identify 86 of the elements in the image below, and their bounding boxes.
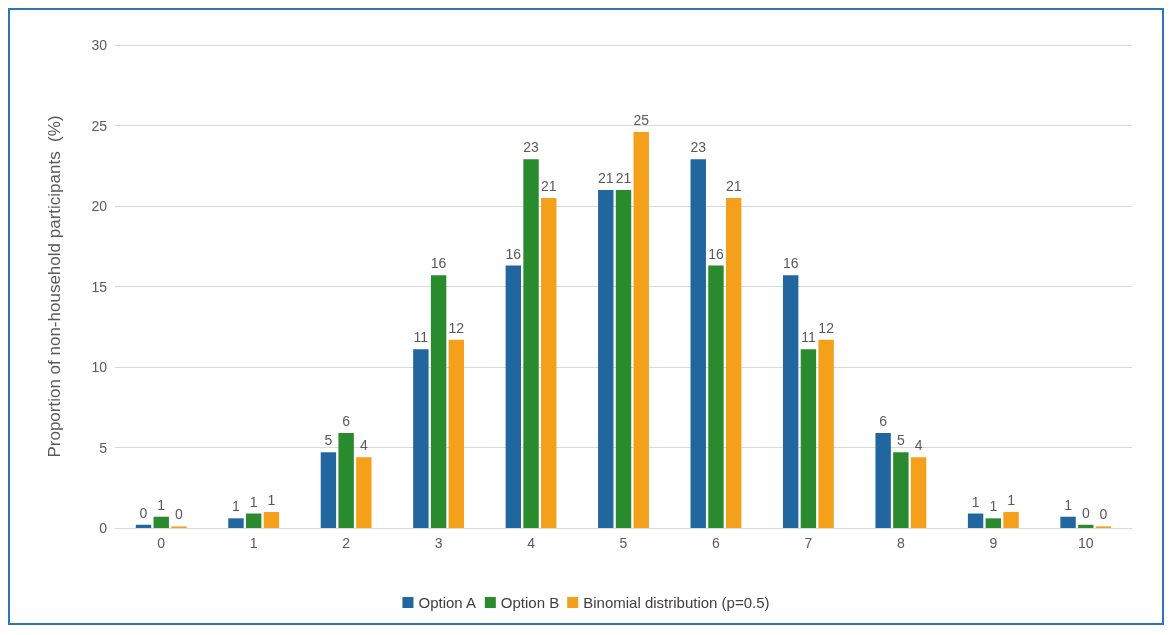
data-label: 1 [267, 491, 276, 508]
data-label: 0 [175, 506, 184, 523]
data-label: 1 [232, 498, 241, 515]
y-tick-label: 15 [91, 278, 108, 295]
bar [320, 452, 337, 528]
bar [153, 516, 169, 528]
data-label: 0 [139, 504, 148, 521]
y-tick-label: 0 [99, 520, 108, 536]
data-label: 1 [1007, 491, 1016, 508]
data-label: 12 [448, 319, 465, 336]
data-label: 23 [523, 139, 540, 156]
bar [1060, 516, 1076, 528]
bar [356, 457, 372, 528]
x-tick-label: 7 [804, 535, 813, 551]
bar [338, 433, 354, 528]
data-label: 25 [633, 111, 650, 128]
data-label: 16 [708, 245, 724, 262]
bar [910, 457, 927, 528]
x-tick-label: 5 [619, 535, 628, 551]
y-tick-label: 25 [91, 117, 108, 134]
data-label: 21 [725, 177, 742, 194]
bar [1003, 511, 1019, 528]
bar [598, 189, 614, 528]
data-label: 21 [540, 177, 557, 194]
data-label: 12 [818, 319, 835, 336]
data-label: 23 [690, 139, 707, 156]
data-label: 16 [505, 245, 522, 262]
bar [523, 159, 539, 528]
data-label: 4 [359, 437, 368, 454]
data-label: 0 [1099, 506, 1108, 523]
data-label: 1 [989, 498, 998, 515]
data-label: 21 [615, 169, 632, 186]
data-label: 16 [430, 255, 447, 272]
legend-label: Binomial distribution (p=0.5) [583, 594, 770, 611]
x-tick-label: 2 [342, 535, 351, 551]
x-tick-label: 3 [434, 535, 443, 551]
y-tick-label: 10 [91, 359, 108, 375]
y-tick-label: 5 [99, 439, 108, 456]
bar [708, 265, 724, 528]
bar [690, 159, 706, 528]
bar [448, 339, 465, 528]
x-tick-label: 0 [157, 535, 166, 551]
bar [967, 513, 984, 528]
x-tick-label: 1 [249, 535, 258, 551]
data-label: 1 [971, 493, 980, 510]
data-label: 6 [879, 413, 888, 430]
bar [875, 433, 891, 528]
bar [228, 518, 244, 528]
legend-label: Option B [500, 594, 560, 611]
data-label: 16 [782, 255, 799, 272]
y-tick-label: 20 [91, 198, 108, 214]
bar [541, 197, 557, 528]
bar [430, 275, 447, 528]
bar [782, 275, 799, 528]
bar [413, 349, 429, 528]
bar [263, 511, 280, 528]
legend-label: Option A [418, 594, 477, 611]
bar [985, 518, 1002, 528]
data-label: 0 [1081, 504, 1090, 521]
bar [893, 452, 909, 528]
bar [818, 339, 834, 528]
x-tick-label: 6 [712, 535, 721, 551]
data-label: 6 [342, 413, 351, 430]
bar [725, 197, 742, 528]
bar [1078, 524, 1094, 528]
bar [505, 265, 522, 528]
data-label: 5 [324, 432, 333, 449]
bar [633, 131, 649, 528]
data-label: 1 [1064, 496, 1073, 513]
data-label: 5 [896, 432, 905, 449]
data-label: 11 [413, 329, 429, 346]
data-label: 21 [597, 169, 614, 186]
bar [615, 189, 632, 528]
bar [135, 524, 152, 528]
data-label: 1 [157, 496, 166, 513]
data-label: 4 [914, 437, 923, 454]
bar [800, 349, 817, 528]
data-label: 11 [801, 329, 816, 346]
bar [245, 513, 262, 528]
data-label: 1 [249, 493, 258, 510]
x-tick-label: 10 [1077, 535, 1094, 551]
x-tick-label: 4 [527, 535, 536, 551]
y-tick-label: 30 [91, 37, 108, 53]
x-tick-label: 8 [896, 535, 905, 551]
y-axis-title: Proportion of non-household participants (%) [45, 115, 64, 458]
x-tick-label: 9 [989, 535, 998, 551]
